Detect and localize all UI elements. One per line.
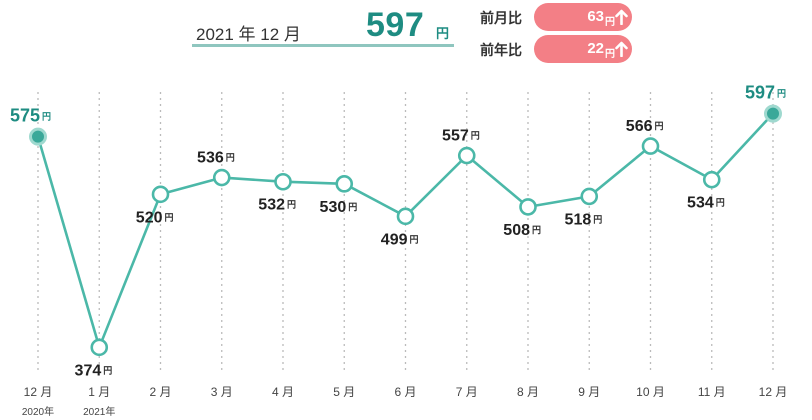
data-point-5 (335, 175, 354, 193)
current-price-value: 597 (366, 6, 425, 44)
data-label-1: 374 (75, 362, 102, 379)
data-label-8: 508 (503, 222, 530, 239)
data-label-11: 534 (687, 195, 714, 212)
data-label-unit-0: 円 (42, 112, 51, 122)
x-tick-label-1: 1 月 (88, 385, 110, 399)
data-point-4 (274, 172, 292, 191)
data-label-2: 520 (136, 209, 163, 226)
current-price-unit: 円 (436, 26, 450, 41)
month-over-month-label: 前月比 (480, 10, 522, 26)
data-label-unit-12: 円 (777, 89, 786, 99)
year-over-year-unit: 円 (605, 49, 615, 60)
data-label-0: 575 (10, 106, 40, 126)
data-label-5: 530 (320, 199, 347, 216)
x-tick-label-9: 9 月 (578, 385, 600, 399)
x-tick-label-0: 12 月 (24, 385, 53, 399)
data-label-7: 557 (442, 128, 469, 145)
data-point-8 (519, 198, 537, 216)
x-tick-label-3: 3 月 (211, 385, 233, 399)
data-point-6 (396, 207, 415, 226)
data-label-unit-3: 円 (226, 153, 235, 163)
data-label-unit-10: 円 (655, 121, 664, 131)
data-label-9: 518 (565, 211, 592, 228)
month-over-month-value: 63 (587, 8, 604, 25)
x-tick-label-11: 11 月 (698, 385, 726, 399)
data-label-12: 597 (745, 83, 775, 103)
arrow-up-icon (615, 41, 628, 57)
month-over-month-badge: 63 円 (534, 3, 632, 31)
data-point-12 (764, 104, 782, 123)
year-over-year-label: 前年比 (480, 42, 522, 58)
header-underline (192, 44, 454, 47)
data-point-9 (580, 187, 599, 206)
data-point-2 (151, 185, 170, 204)
data-label-6: 499 (381, 231, 408, 248)
data-label-unit-7: 円 (471, 131, 480, 141)
data-label-unit-2: 円 (165, 212, 174, 222)
data-point-3 (212, 168, 231, 187)
x-tick-label-5: 5 月 (333, 385, 355, 399)
data-label-3: 536 (197, 150, 224, 167)
current-period-label: 2021 年 12 月 (196, 25, 301, 44)
arrow-up-icon (615, 9, 628, 25)
year-over-year-value: 22 (587, 40, 604, 57)
data-label-unit-5: 円 (348, 202, 357, 212)
x-tick-label-12: 12 月 (759, 385, 788, 399)
x-tick-label-2: 2 月 (149, 385, 171, 399)
data-label-unit-1: 円 (103, 365, 112, 375)
x-tick-label-10: 10 月 (636, 385, 665, 399)
x-tick-label-8: 8 月 (517, 385, 539, 399)
year-over-year-badge: 22 円 (534, 35, 632, 63)
data-label-unit-11: 円 (716, 198, 725, 208)
data-label-10: 566 (626, 118, 653, 135)
x-tick-label-6: 6 月 (394, 385, 416, 399)
data-point-11 (702, 170, 721, 189)
data-point-10 (641, 137, 660, 155)
data-point-1 (90, 338, 109, 357)
data-point-7 (457, 146, 476, 165)
data-label-unit-6: 円 (410, 234, 419, 244)
data-label-4: 532 (258, 197, 285, 214)
x-tick-label-7: 7 月 (456, 385, 478, 399)
data-label-unit-9: 円 (593, 214, 602, 224)
x-tick-label-4: 4 月 (272, 385, 294, 399)
data-label-unit-4: 円 (287, 200, 296, 210)
x-tick-year-1: 2021年 (83, 405, 115, 418)
month-over-month-unit: 円 (605, 17, 615, 28)
data-label-unit-8: 円 (532, 225, 541, 235)
data-point-0 (29, 127, 47, 146)
x-tick-year-0: 2020年 (22, 405, 54, 418)
